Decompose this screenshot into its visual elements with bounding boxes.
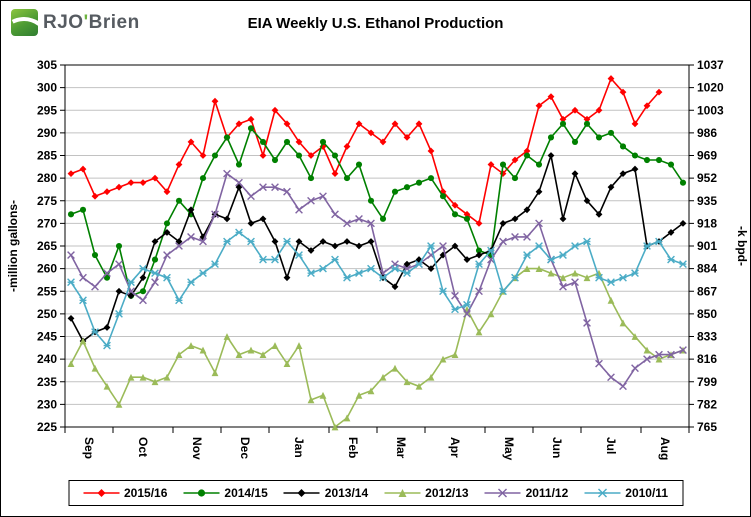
legend-marker-icon: [283, 489, 320, 497]
x-axis-month-label: Oct: [136, 437, 150, 457]
rjobrien-logo-text: RJO'Brien: [43, 12, 140, 34]
x-axis-month-label: Aug: [658, 437, 672, 460]
legend-marker-icon: [384, 489, 421, 497]
legend-item-2014-15: 2014/15: [183, 486, 268, 500]
x-axis-month-label: Jan: [292, 437, 306, 458]
left-axis-tick: 285: [37, 149, 57, 163]
left-axis-tick: 265: [37, 239, 57, 253]
left-axis-tick: 290: [37, 126, 57, 140]
left-axis-tick: 235: [37, 375, 57, 389]
right-axis-tick: 969: [697, 149, 717, 163]
series-line: [70, 172, 684, 388]
left-axis-tick: 230: [37, 397, 57, 411]
legend-marker-icon: [584, 488, 621, 498]
left-axis-tick: 300: [37, 81, 57, 95]
series-line: [70, 152, 684, 343]
legend-item-2012-13: 2012/13: [384, 486, 469, 500]
legend-label: 2015/16: [124, 486, 168, 500]
legend-marker-icon: [183, 489, 220, 497]
right-axis-tick: 884: [697, 262, 717, 276]
rjobrien-logo: RJO'Brien: [11, 9, 140, 36]
legend-label: 2014/15: [224, 486, 268, 500]
right-axis-tick: 850: [697, 307, 717, 321]
series-2015-16: [67, 75, 663, 227]
legend-item-2015-16: 2015/16: [83, 486, 167, 500]
left-axis-tick: 255: [37, 284, 57, 298]
chart-legend: 2015/16 2014/15 2013/14 2012/13 2011/12 2010/…: [68, 480, 683, 506]
right-axis-tick: 833: [697, 330, 717, 344]
legend-item-2011-12: 2011/12: [484, 486, 569, 500]
right-axis-tick: 1020: [697, 81, 724, 95]
legend-marker-icon: [484, 488, 521, 498]
series-2011-12: [67, 169, 687, 391]
legend-label: 2013/14: [324, 486, 369, 500]
logo-apostrophe: ': [83, 11, 89, 33]
left-axis-tick: 245: [37, 330, 57, 344]
logo-brien: Brien: [88, 11, 140, 33]
left-axis-tick: 305: [37, 58, 57, 72]
series-line: [70, 231, 684, 348]
legend-label: 2012/13: [425, 486, 469, 500]
series-line: [70, 77, 660, 225]
x-axis-month-label: Jun: [550, 437, 564, 458]
right-axis-tick: 1003: [697, 103, 724, 117]
series-2014-15: [67, 120, 687, 299]
series-line: [70, 122, 684, 297]
legend-label: 2011/12: [525, 486, 569, 500]
left-axis-tick: 270: [37, 216, 57, 230]
x-axis-month-label: Mar: [394, 437, 408, 459]
plot-svg: 225 765 230 782 235 799 240 816 245 833 250 850 255 8…: [6, 58, 749, 461]
left-axis-tick: 275: [37, 194, 57, 208]
left-axis-tick: 225: [37, 420, 57, 434]
left-axis-tick: 250: [37, 307, 57, 321]
series-2010-11: [67, 228, 687, 350]
right-axis-tick: 918: [697, 216, 717, 230]
right-axis-title: -k bpd-: [735, 226, 749, 266]
x-axis-month-label: Dec: [238, 437, 252, 459]
left-axis-tick: 280: [37, 171, 57, 185]
right-axis-tick: 765: [697, 420, 717, 434]
series-line: [70, 267, 684, 429]
left-axis-tick: 260: [37, 262, 57, 276]
right-axis-tick: 1037: [697, 58, 724, 72]
legend-label: 2010/11: [625, 486, 668, 500]
legend-item-2013-14: 2013/14: [283, 486, 369, 500]
x-axis-month-label: May: [502, 437, 516, 461]
logo-rjo: RJO: [43, 11, 84, 33]
right-axis-tick: 952: [697, 171, 717, 185]
series-2012-13: [67, 265, 687, 431]
left-axis-tick: 295: [37, 103, 57, 117]
chart-plot: 225 765 230 782 235 799 240 816 245 833 250 850 255 8…: [1, 41, 750, 469]
rjobrien-logo-icon: [11, 9, 38, 36]
x-axis-month-label: Sep: [82, 437, 96, 459]
x-axis-month-label: Nov: [190, 437, 204, 460]
right-axis-tick: 901: [697, 239, 717, 253]
right-axis-tick: 986: [697, 126, 717, 140]
x-axis-month-label: Feb: [346, 437, 360, 458]
left-axis-title: -million gallons-: [6, 200, 20, 292]
right-axis-tick: 816: [697, 352, 717, 366]
x-axis-month-label: Jul: [604, 437, 618, 454]
right-axis-tick: 782: [697, 397, 717, 411]
legend-item-2010-11: 2010/11: [584, 486, 668, 500]
legend-marker-icon: [83, 489, 119, 497]
right-axis-tick: 935: [697, 194, 717, 208]
right-axis-tick: 867: [697, 284, 717, 298]
x-axis-month-label: Apr: [448, 437, 462, 458]
left-axis-tick: 240: [37, 352, 57, 366]
right-axis-tick: 799: [697, 375, 717, 389]
chart-title: EIA Weekly U.S. Ethanol Production: [247, 15, 504, 32]
